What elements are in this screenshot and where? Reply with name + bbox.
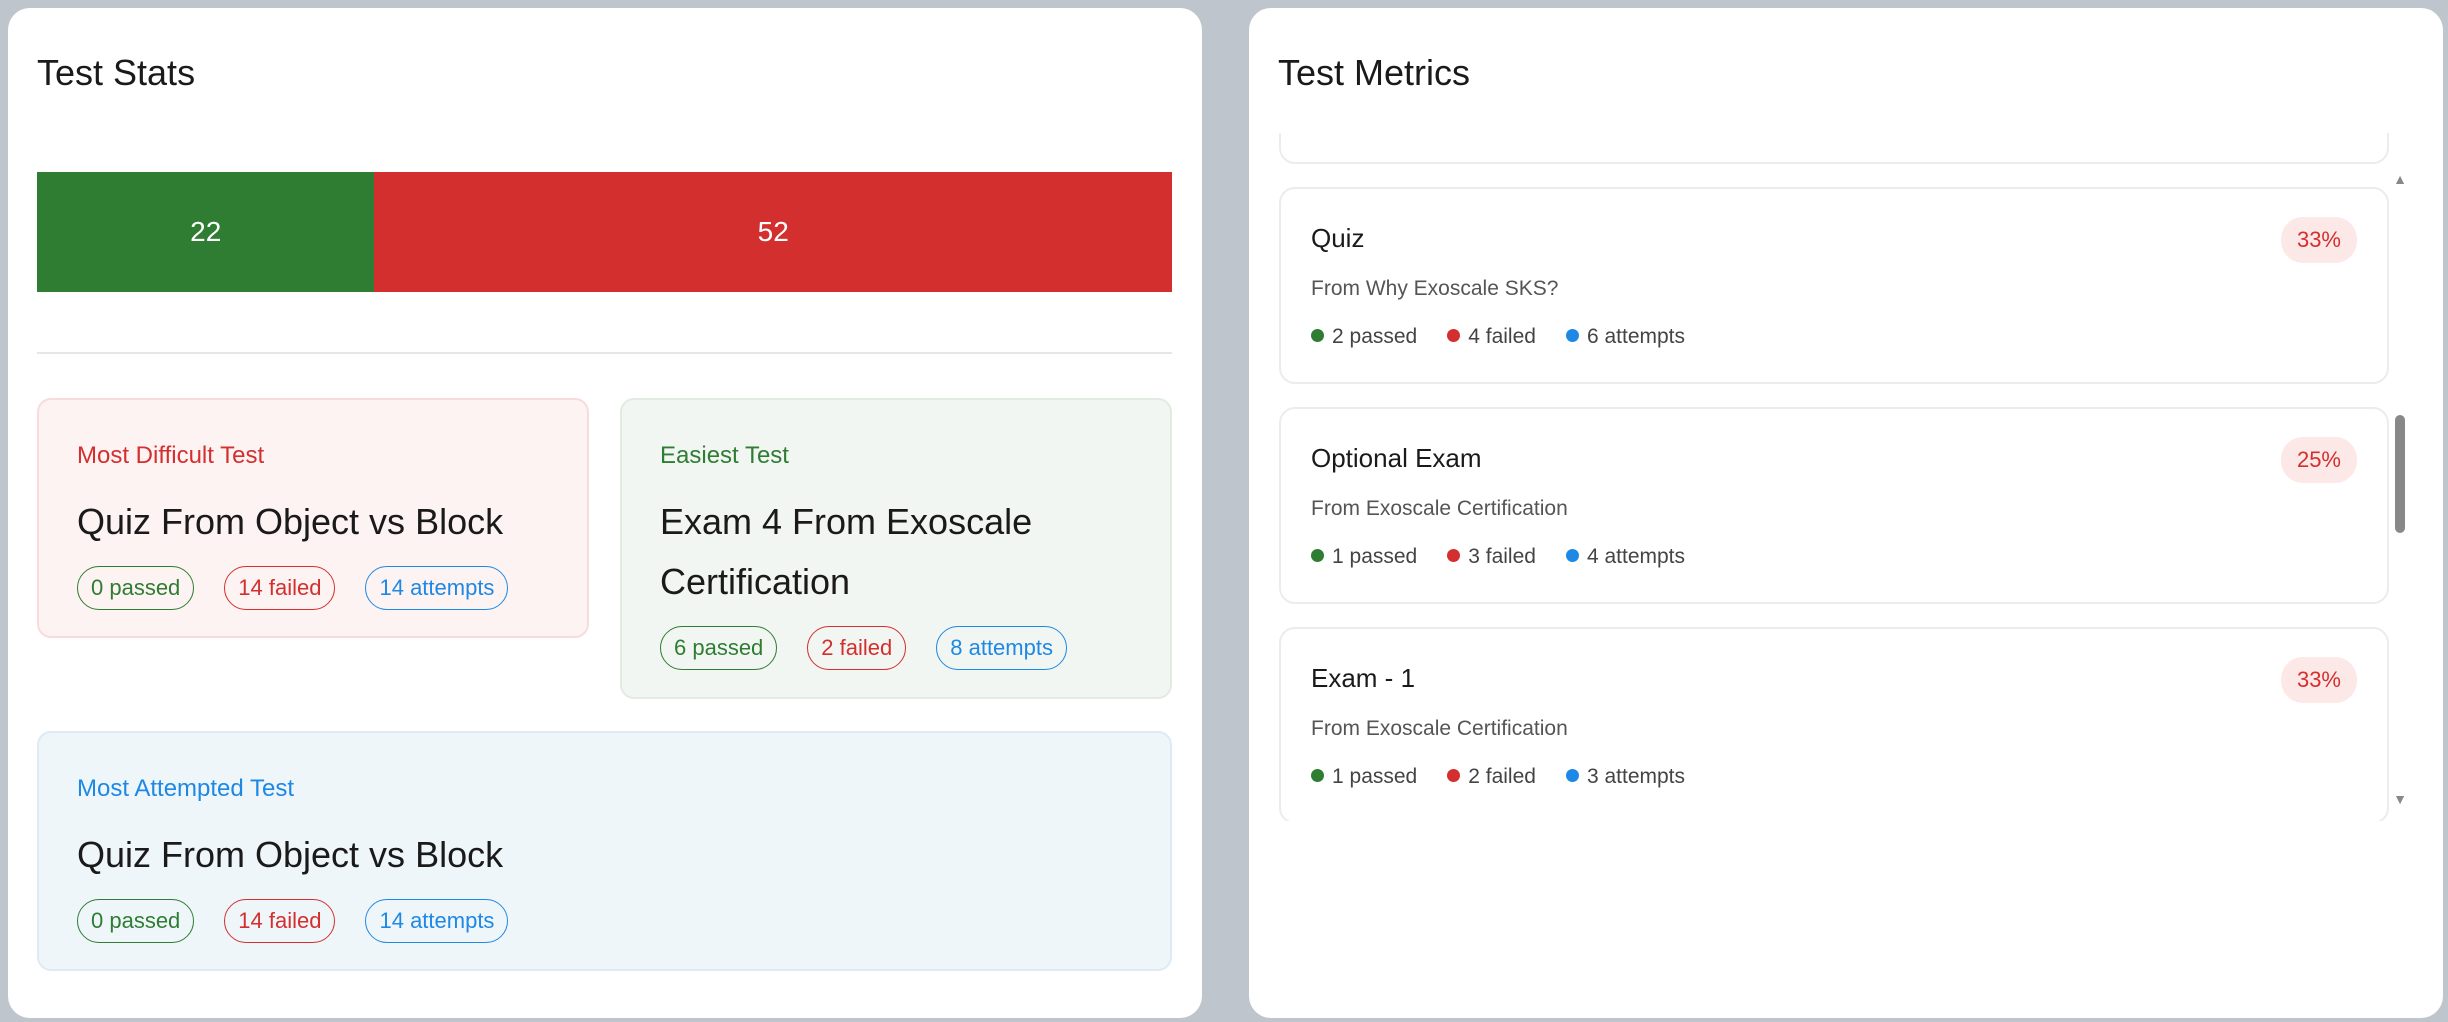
metric-card[interactable]: Exam - 1 33% From Exoscale Certification… (1279, 627, 2389, 821)
passed-count: 1 passed (1332, 545, 1418, 568)
card-label: Easiest Test (660, 442, 789, 469)
failed-count: 3 failed (1468, 545, 1536, 568)
metric-title: Exam - 1 (1311, 663, 1416, 693)
green-dot-icon (1311, 768, 1324, 782)
card-title: Exam 4 From Exoscale Certification (660, 501, 1033, 602)
metric-subtitle: From Exoscale Certification (1311, 717, 1568, 740)
passed-chip: 6 passed (660, 626, 778, 670)
attempts-chip: 14 attempts (365, 899, 509, 943)
easiest-card[interactable]: Easiest Test Exam 4 From Exoscale Certif… (620, 398, 1172, 699)
metric-title: Optional Exam (1311, 443, 1482, 473)
metric-card[interactable]: Quiz 33% From Why Exoscale SKS? 2 passed… (1279, 187, 2389, 384)
blue-dot-icon (1565, 548, 1579, 562)
metric-card-partial[interactable] (1279, 133, 2389, 164)
metrics-list[interactable]: Quiz 33% From Why Exoscale SKS? 2 passed… (1249, 133, 2443, 821)
blue-dot-icon (1565, 328, 1579, 342)
pass-fail-bar: 22 52 (37, 172, 1172, 292)
pass-rate-badge: 33% (2280, 217, 2357, 263)
panel-title: Test Stats (37, 52, 196, 93)
most-difficult-card[interactable]: Most Difficult Test Quiz From Object vs … (37, 398, 589, 638)
failed-count: 4 failed (1468, 325, 1536, 348)
passed-chip: 0 passed (77, 566, 195, 610)
passed-count: 1 passed (1332, 765, 1418, 788)
card-title: Quiz From Object vs Block (77, 834, 504, 875)
metric-subtitle: From Why Exoscale SKS? (1311, 277, 1559, 300)
card-label: Most Difficult Test (77, 442, 265, 469)
failed-chip: 14 failed (224, 566, 336, 610)
scrollbar-thumb[interactable] (2395, 415, 2405, 533)
failed-chip: 2 failed (807, 626, 907, 670)
pass-rate-badge: 33% (2280, 657, 2357, 703)
red-dot-icon (1447, 768, 1461, 782)
most-attempted-card[interactable]: Most Attempted Test Quiz From Object vs … (37, 731, 1172, 971)
divider (37, 352, 1172, 354)
red-dot-icon (1447, 548, 1461, 562)
card-label: Most Attempted Test (77, 775, 294, 802)
scroll-down-arrow-icon[interactable]: ▼ (2393, 791, 2407, 807)
passed-count: 2 passed (1332, 325, 1418, 348)
attempts-count: 6 attempts (1586, 325, 1686, 348)
metric-title: Quiz (1311, 223, 1365, 253)
red-dot-icon (1447, 328, 1461, 342)
pass-rate-badge: 25% (2280, 437, 2357, 483)
failed-count: 2 failed (1468, 765, 1536, 788)
card-title: Quiz From Object vs Block (77, 501, 504, 542)
scrollbar[interactable]: ▲ ▼ (2393, 171, 2407, 813)
passed-segment: 22 (37, 172, 375, 292)
blue-dot-icon (1565, 768, 1579, 782)
metric-subtitle: From Exoscale Certification (1311, 497, 1568, 520)
attempts-chip: 14 attempts (365, 566, 509, 610)
attempts-chip: 8 attempts (936, 626, 1067, 670)
passed-chip: 0 passed (77, 899, 195, 943)
attempts-count: 3 attempts (1586, 765, 1686, 788)
scroll-up-arrow-icon[interactable]: ▲ (2393, 171, 2407, 187)
panel-title: Test Metrics (1278, 52, 1471, 93)
test-metrics-panel: Test Metrics Quiz 33% From Why Exoscale … (1249, 8, 2443, 1018)
attempts-count: 4 attempts (1586, 545, 1686, 568)
green-dot-icon (1311, 548, 1324, 562)
failed-chip: 14 failed (224, 899, 336, 943)
metric-card[interactable]: Optional Exam 25% From Exoscale Certific… (1279, 407, 2389, 604)
test-stats-panel: Test Stats 22 52 Most Difficult Test Qui… (8, 8, 1202, 1018)
green-dot-icon (1311, 328, 1324, 342)
failed-segment: 52 (374, 172, 1172, 292)
